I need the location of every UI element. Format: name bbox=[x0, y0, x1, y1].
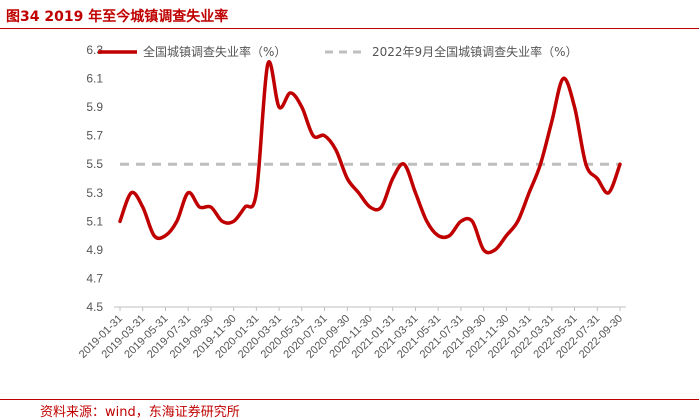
y-tick-label: 5.1 bbox=[86, 214, 103, 228]
source-note: 资料来源：wind，东海证券研究所 bbox=[40, 405, 240, 420]
legend-label-solid: 全国城镇调查失业率（%） bbox=[143, 44, 286, 59]
y-tick-label: 4.7 bbox=[86, 271, 103, 285]
y-tick-label: 4.9 bbox=[86, 243, 103, 257]
y-axis-ticks: 4.5 4.7 4.9 5.1 5.3 5.5 5.7 5.9 6.1 6.3 bbox=[86, 43, 103, 314]
y-tick-label: 6.1 bbox=[86, 72, 103, 86]
y-tick-label: 5.9 bbox=[86, 100, 103, 114]
footer-divider bbox=[0, 399, 699, 400]
y-tick-label: 5.5 bbox=[86, 157, 103, 171]
y-tick-label: 4.5 bbox=[86, 300, 103, 314]
figure-title: 图34 2019 年至今城镇调查失业率 bbox=[6, 9, 229, 25]
y-tick-label: 5.7 bbox=[86, 129, 103, 143]
legend-label-dashed: 2022年9月全国城镇调查失业率（%） bbox=[372, 44, 578, 59]
y-tick-label: 6.3 bbox=[86, 43, 103, 57]
legend: 全国城镇调查失业率（%） 2022年9月全国城镇调查失业率（%） bbox=[98, 44, 578, 59]
series-line-unemployment bbox=[118, 60, 622, 255]
y-tick-label: 5.3 bbox=[86, 186, 103, 200]
title-divider bbox=[0, 28, 699, 29]
x-axis-ticks: 2019-01-312019-03-312019-05-312019-07-31… bbox=[77, 307, 625, 361]
